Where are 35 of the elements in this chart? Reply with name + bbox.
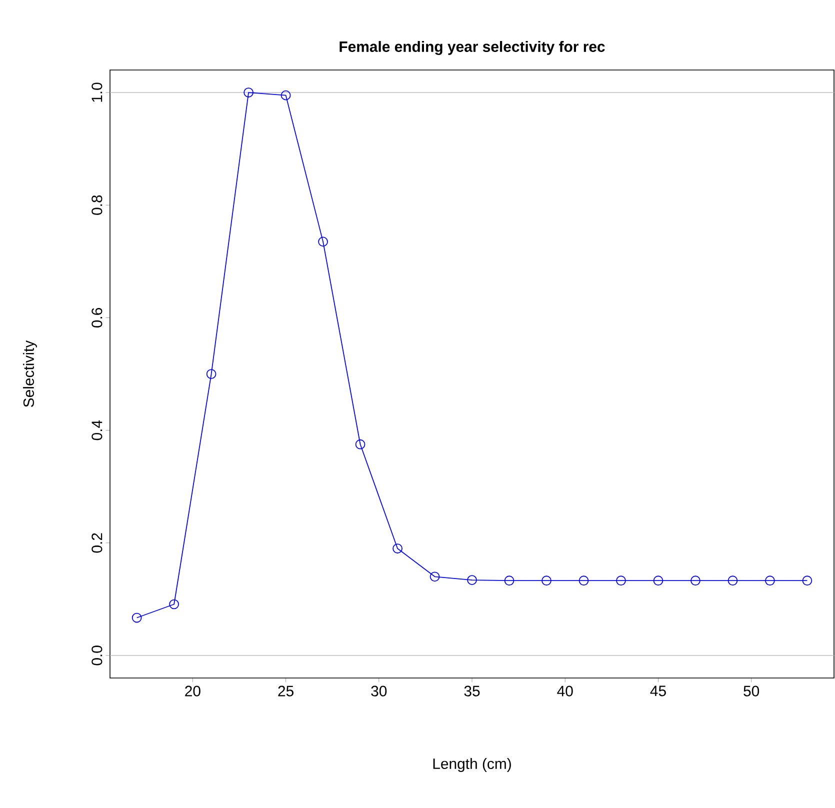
point: [206, 369, 216, 379]
x-tick-label: 35: [464, 686, 480, 696]
point: [430, 572, 440, 582]
point: [616, 576, 626, 586]
y-tick-label: 0.6: [92, 308, 102, 328]
point: [504, 576, 514, 586]
point: [280, 90, 291, 100]
point: [690, 576, 700, 586]
y-tick-label: 1.0: [92, 82, 102, 102]
point: [132, 612, 142, 623]
point: [578, 576, 589, 586]
y-axis-title: Selectivity: [23, 340, 37, 407]
point: [318, 236, 328, 247]
point: [392, 544, 402, 554]
y-tick-label: 0.4: [92, 420, 102, 440]
x-axis-title: Length (cm): [433, 758, 511, 772]
y-tick-label: 0.2: [92, 533, 102, 553]
chart-title: Female ending year selectivity for rec: [340, 40, 605, 55]
x-tick-label: 25: [278, 686, 294, 696]
point: [728, 576, 738, 586]
point: [467, 575, 477, 585]
point: [355, 439, 366, 450]
x-tick-label: 20: [185, 686, 200, 696]
point: [802, 576, 812, 586]
point: [169, 599, 179, 610]
point: [765, 576, 775, 586]
y-tick-label: 0.8: [92, 195, 102, 215]
point: [244, 88, 254, 98]
y-tick-label: 0.0: [92, 646, 102, 666]
point: [542, 576, 552, 586]
x-tick-label: 45: [650, 686, 666, 696]
x-tick-label: 30: [371, 686, 387, 696]
x-tick-label: 40: [557, 686, 573, 696]
x-tick-label: 50: [744, 686, 760, 696]
point: [653, 576, 664, 586]
